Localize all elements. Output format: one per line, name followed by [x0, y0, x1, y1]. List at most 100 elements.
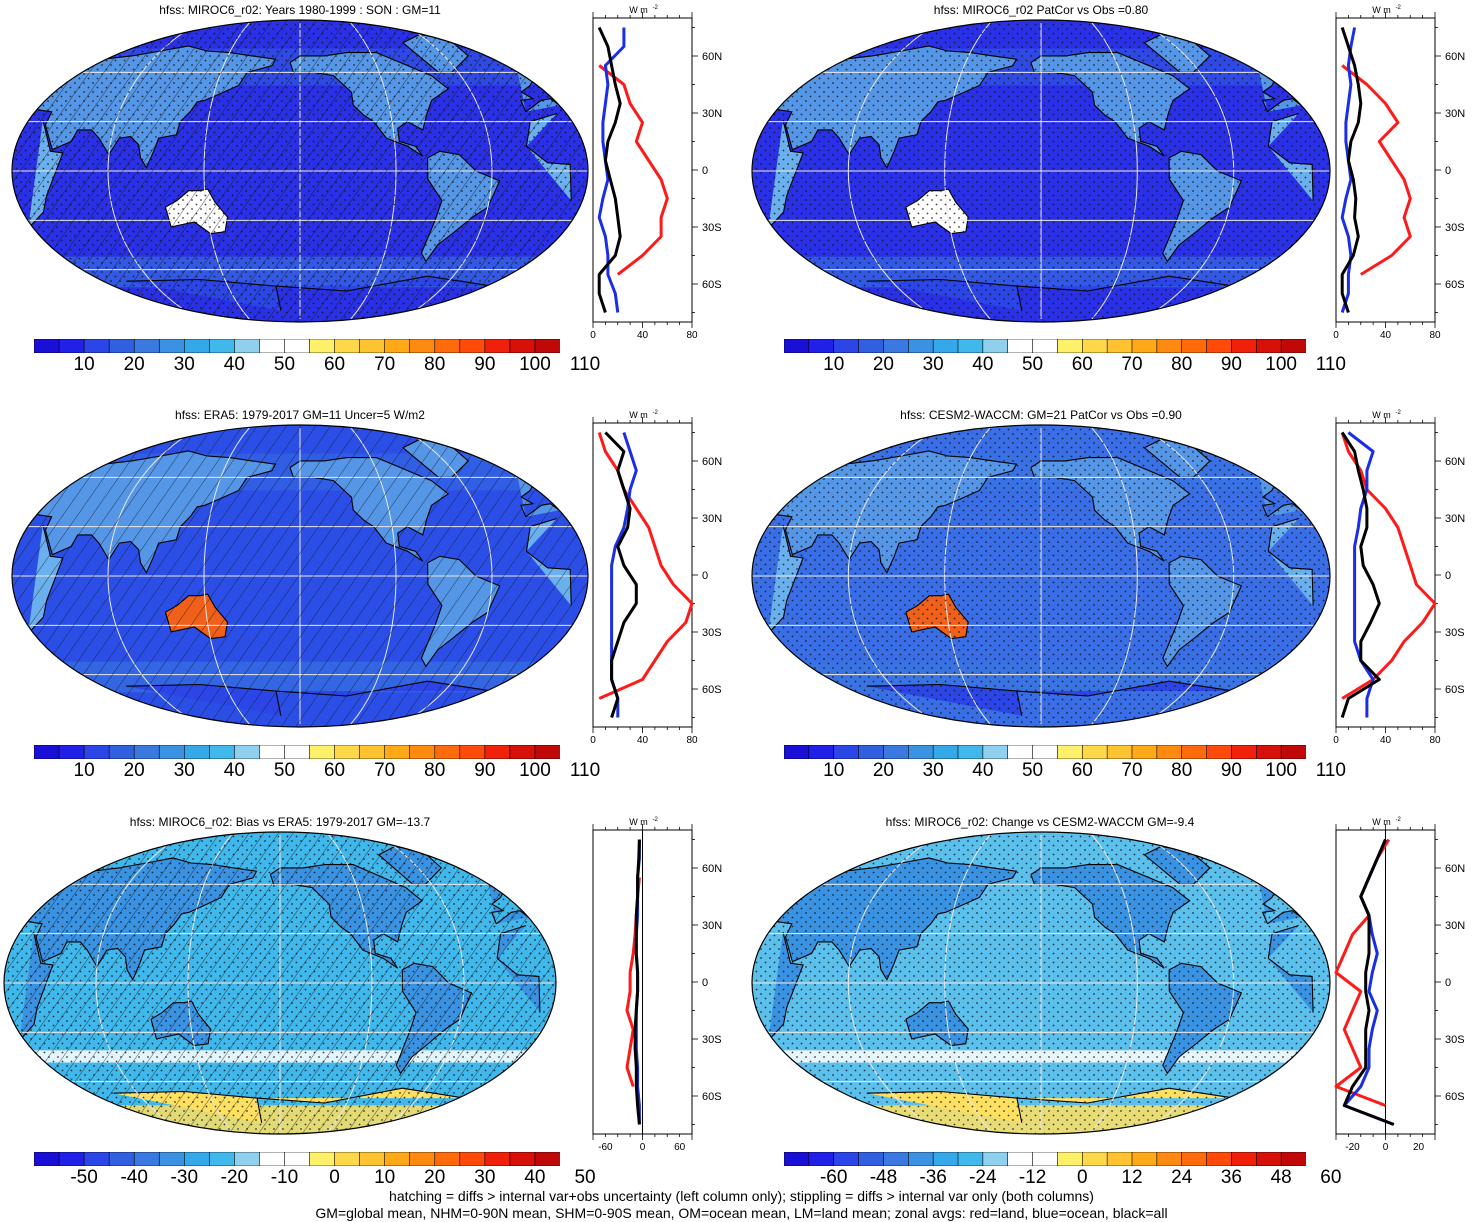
zonal-average-plot: W m -2 0 40 80 60N 30N 0 30S 60S [1333, 410, 1465, 746]
colorbar-tick-label: -36 [919, 1167, 947, 1188]
colorbar-swatch [133, 1152, 160, 1166]
colorbar-swatch [1181, 339, 1208, 353]
colorbar-tick-label: 60 [1071, 760, 1093, 781]
zonal-lat-label: 60N [1445, 51, 1465, 63]
colorbar-swatch [858, 1152, 885, 1166]
colorbar-swatch [932, 745, 959, 759]
colorbar-swatch [158, 339, 185, 353]
zonal-lat-label: 30S [1445, 1034, 1465, 1046]
colorbar-tick-label: -50 [70, 1167, 98, 1188]
colorbar-swatch [284, 1152, 311, 1166]
zonal-x-tick-label: 40 [1380, 735, 1392, 746]
colorbar-tick-label: 90 [474, 760, 496, 781]
colorbar-swatch [108, 339, 135, 353]
zonal-lat-label: 0 [1445, 570, 1451, 582]
world-map [11, 19, 589, 323]
colorbar-swatch [932, 339, 959, 353]
zonal-lat-label: 30N [702, 108, 722, 120]
colorbar-swatch [808, 339, 835, 353]
colorbar-swatch [1081, 745, 1108, 759]
colorbar-swatch [484, 1152, 511, 1166]
colorbar-swatch [833, 745, 860, 759]
zonal-x-tick-label: -20 [1345, 1142, 1360, 1153]
colorbar-swatch [334, 339, 361, 353]
zonal-average-plot: W m -2 -60 0 60 60N 30N 0 30S 60S [592, 817, 722, 1153]
colorbar-tick-label: 10 [73, 760, 95, 781]
colorbar-swatch [183, 1152, 210, 1166]
colorbar-swatch [509, 1152, 536, 1166]
colorbar-swatch [1106, 1152, 1133, 1166]
map-title: hfss: CESM2-WACCM: GM=21 PatCor vs Obs =… [900, 408, 1182, 422]
colorbar-swatch [957, 745, 984, 759]
colorbar-tick-label: 30 [173, 760, 195, 781]
colorbar-swatch [209, 745, 235, 759]
colorbar-swatch [234, 745, 261, 759]
zonal-unit-label: W m [1372, 817, 1391, 827]
zonal-unit-label: W m [1372, 5, 1391, 15]
colorbar-swatch [1156, 339, 1183, 353]
colorbar-swatch [1231, 745, 1257, 759]
colorbar-swatch [1057, 745, 1083, 759]
colorbar-tick-label: 110 [1315, 354, 1346, 375]
colorbar-swatch [1081, 339, 1108, 353]
zonal-average-plot: W m -2 0 40 80 60N 30N 0 30S 60S [590, 5, 722, 341]
colorbar-swatch [858, 339, 885, 353]
colorbar-tick-label: 10 [73, 354, 95, 375]
colorbar-swatch [83, 339, 110, 353]
colorbar-swatch [907, 1152, 934, 1166]
colorbar [784, 339, 1306, 353]
colorbar-swatch [982, 1152, 1009, 1166]
zonal-unit-exponent: -2 [653, 410, 659, 416]
colorbar-tick-label: -20 [220, 1167, 249, 1188]
colorbar-swatch [1255, 1152, 1282, 1166]
zonal-lat-label: 30S [1445, 222, 1465, 234]
colorbar-swatch [1280, 745, 1306, 759]
colorbar-swatch [83, 1152, 110, 1166]
zonal-lat-label: 60S [702, 684, 722, 696]
colorbar-swatch [1280, 1152, 1306, 1166]
colorbar-labels: 10 20 30 40 50 60 70 80 90 100 110 [784, 354, 1346, 378]
stippling-overlay [752, 832, 1330, 1134]
zonal-x-tick-label: 20 [1413, 1142, 1425, 1153]
colorbar-labels: -50 -40 -30 -20 -10 0 10 20 30 40 50 [34, 1167, 595, 1191]
colorbar-swatch [833, 339, 860, 353]
colorbar-swatch [1206, 339, 1233, 353]
zonal-unit-label: W m [629, 410, 648, 420]
colorbar-tick-label: 10 [374, 1167, 396, 1188]
zonal-series-all [1340, 27, 1363, 313]
colorbar-tick-label: 80 [424, 354, 446, 375]
colorbar-tick-label: 48 [1270, 1167, 1292, 1188]
colorbar-swatch [534, 1152, 560, 1166]
colorbar-tick-label: 60 [323, 354, 346, 375]
colorbar-swatch [1007, 1152, 1034, 1166]
colorbar-tick-label: 90 [474, 354, 496, 375]
colorbar-tick-label: -30 [170, 1167, 199, 1188]
colorbar-swatch [359, 339, 386, 353]
zonal-series-land [598, 64, 669, 276]
zonal-series-all [604, 431, 638, 718]
colorbar-tick-label: 36 [1220, 1167, 1242, 1188]
zonal-lat-label: 60N [1445, 456, 1465, 468]
colorbar-tick-label: -48 [869, 1167, 898, 1188]
colorbar-swatch [982, 745, 1009, 759]
colorbar-swatch [58, 339, 85, 353]
zonal-lat-label: 60S [702, 279, 722, 291]
colorbar-swatch [1057, 1152, 1083, 1166]
colorbar-swatch [108, 1152, 135, 1166]
colorbar-swatch [1181, 745, 1208, 759]
colorbar-swatch [133, 339, 160, 353]
zonal-lat-label: 60N [1445, 863, 1465, 875]
colorbar-swatch [284, 339, 311, 353]
colorbar-labels: -60 -48 -36 -24 -12 0 12 24 36 48 60 [784, 1167, 1341, 1191]
zonal-unit-label: W m [629, 5, 648, 15]
colorbar-swatch [34, 745, 60, 759]
zonal-series-all [633, 839, 641, 1125]
zonal-lat-label: 30N [1445, 920, 1465, 932]
colorbar-swatch [1231, 1152, 1257, 1166]
colorbar-swatch [932, 1152, 959, 1166]
zonal-lat-label: 0 [702, 165, 708, 177]
colorbar-tick-label: 80 [1171, 354, 1193, 375]
colorbar-swatch [158, 745, 185, 759]
colorbar-swatch [509, 339, 536, 353]
colorbar-tick-label: 20 [872, 760, 894, 781]
